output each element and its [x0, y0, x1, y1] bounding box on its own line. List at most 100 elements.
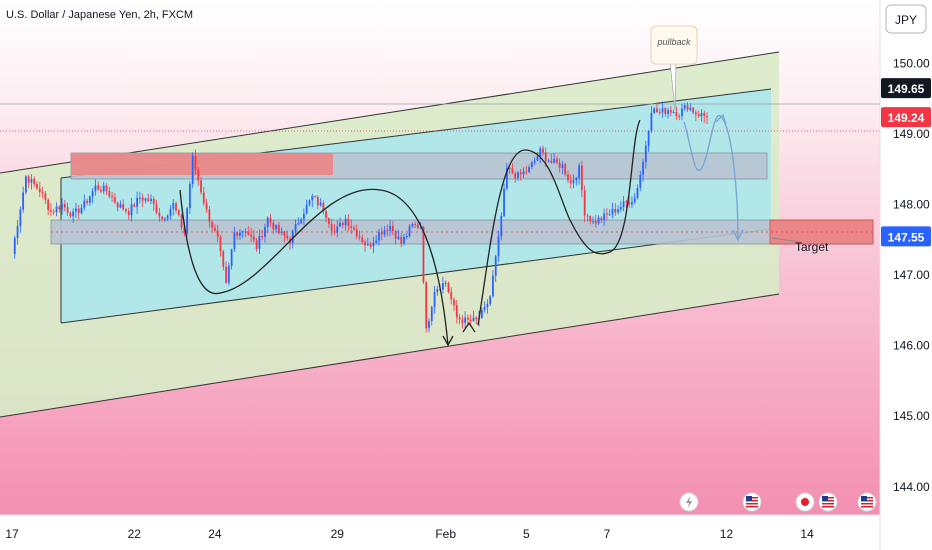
candle-body — [511, 168, 514, 174]
candle-body — [339, 222, 341, 227]
candle-body — [536, 156, 539, 161]
candle-body — [461, 319, 464, 324]
candle-body — [136, 197, 138, 207]
upper-red-zone — [71, 153, 333, 175]
candle-body — [208, 209, 211, 222]
candle-body — [166, 215, 169, 219]
us-flag-icon[interactable] — [742, 492, 762, 512]
candle-body — [703, 113, 706, 117]
candle-body — [578, 165, 581, 179]
flash-event-icon[interactable] — [679, 492, 699, 512]
candle-body — [436, 289, 439, 292]
candle-body — [155, 204, 158, 213]
candle-body — [455, 305, 458, 318]
candle-body — [519, 172, 522, 175]
candle-body — [369, 244, 372, 247]
currency-button[interactable] — [885, 4, 927, 34]
candle-body — [283, 231, 286, 236]
candle-body — [475, 317, 478, 320]
candle-body — [469, 319, 472, 322]
candle-body — [525, 171, 528, 173]
time-axis[interactable] — [0, 515, 880, 550]
candle-body — [41, 192, 44, 194]
candle-body — [147, 198, 150, 202]
candle-body — [522, 171, 525, 175]
candle-body — [555, 158, 558, 163]
candle-body — [305, 204, 308, 214]
us-flag-icon[interactable] — [818, 492, 838, 512]
candle-body — [150, 198, 152, 202]
candle-body — [80, 207, 83, 214]
chart-title: U.S. Dollar / Japanese Yen, 2h, FXCM — [6, 9, 193, 21]
candle-body — [138, 197, 141, 199]
candle-body — [567, 174, 569, 181]
price-axis-ticks: 144.00 145.00 146.00 147.00 148.00 149.00 150.… — [893, 56, 930, 493]
candle-body — [464, 317, 467, 324]
candle-body — [569, 180, 572, 184]
candle-body — [241, 231, 244, 233]
us-flag-icon[interactable] — [857, 492, 877, 512]
candle-body — [227, 265, 230, 283]
candle-body — [364, 242, 366, 246]
price-tick-label: 150.00 — [893, 56, 930, 70]
time-tick-label: 12 — [720, 527, 734, 541]
candle-body — [133, 204, 136, 207]
candle-body — [636, 187, 639, 198]
candle-body — [608, 214, 611, 216]
candle-body — [694, 112, 697, 115]
candle-body — [214, 227, 216, 231]
candle-body — [669, 110, 672, 113]
candle-body — [492, 275, 494, 297]
candle-body — [486, 304, 489, 308]
candle-body — [58, 206, 61, 210]
candle-body — [391, 225, 394, 231]
candle-body — [230, 249, 233, 266]
candle-body — [322, 202, 325, 211]
candle-body — [189, 183, 191, 209]
candle-body — [483, 307, 486, 310]
candle-body — [52, 211, 55, 213]
candle-body — [542, 148, 544, 153]
candle-body — [414, 223, 416, 225]
candle-body — [375, 240, 378, 243]
candle-body — [500, 215, 503, 237]
candle-body — [239, 232, 241, 236]
candle-body — [675, 112, 678, 116]
wave-arrow-2 — [462, 321, 476, 333]
candle-body — [386, 230, 389, 232]
pullback-callout-text: pullback — [656, 37, 691, 47]
candle-body — [216, 230, 219, 237]
time-tick-label: 24 — [208, 527, 222, 541]
candle-body — [44, 193, 47, 200]
candle-body — [164, 218, 166, 220]
candle-body — [77, 208, 80, 214]
candle-body — [628, 202, 631, 205]
wave-curve-1 — [179, 188, 449, 346]
candle-body — [113, 197, 116, 203]
inner-range-box — [61, 89, 771, 323]
candle-body — [619, 207, 622, 210]
plot-area: pullback Target — [0, 25, 880, 512]
candle-body — [419, 226, 422, 228]
candle-body — [72, 211, 75, 217]
candle-body — [250, 234, 252, 237]
candle-body — [530, 162, 533, 168]
candle-body — [258, 235, 261, 249]
candle-body — [25, 176, 27, 193]
candle-body — [247, 231, 250, 235]
candlestick-series — [13, 101, 708, 333]
candle-body — [592, 220, 594, 222]
candle-body — [378, 231, 380, 241]
candle-body — [22, 192, 25, 210]
economic-events-row[interactable] — [679, 492, 877, 512]
candle-body — [416, 224, 419, 228]
candle-body — [144, 198, 147, 201]
candle-body — [422, 226, 425, 283]
candle-body — [564, 164, 567, 175]
candle-body — [16, 226, 19, 238]
japan-flag-icon[interactable] — [795, 492, 815, 512]
candle-body — [91, 190, 94, 197]
candle-body — [544, 152, 547, 161]
candle-body — [316, 197, 319, 206]
